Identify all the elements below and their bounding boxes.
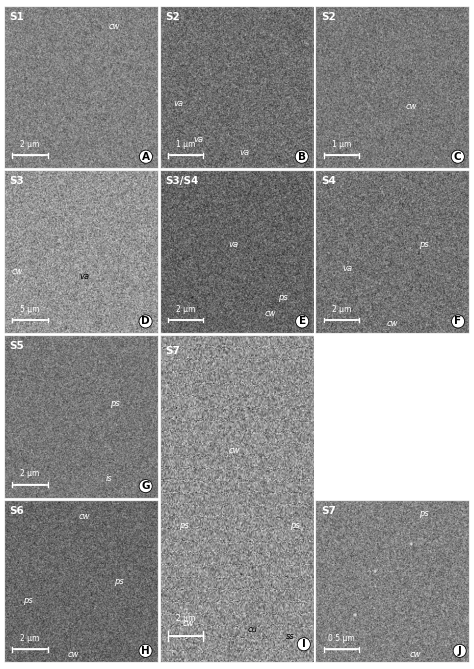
Text: 2 μm: 2 μm [20, 140, 40, 149]
Text: 2 μm: 2 μm [176, 304, 195, 314]
Text: cw: cw [109, 21, 120, 31]
Text: 2 μm: 2 μm [332, 304, 351, 314]
Text: cw: cw [182, 619, 194, 628]
Text: *: * [409, 541, 413, 551]
Text: va: va [174, 99, 184, 108]
Text: D: D [141, 316, 150, 326]
Text: 2 μm: 2 μm [176, 614, 195, 623]
Text: 1 μm: 1 μm [332, 140, 351, 149]
Text: va: va [194, 134, 204, 144]
Text: F: F [455, 316, 462, 326]
Text: cw: cw [265, 309, 276, 318]
Text: va: va [239, 148, 250, 157]
Text: S4: S4 [321, 176, 336, 186]
Text: ps: ps [278, 293, 288, 302]
Text: S2: S2 [165, 11, 180, 21]
Text: J: J [458, 646, 462, 656]
Text: 2 μm: 2 μm [20, 634, 40, 643]
Text: I: I [302, 640, 306, 649]
Text: H: H [141, 646, 150, 656]
Text: *: * [373, 569, 377, 578]
Text: B: B [298, 152, 306, 162]
Text: is: is [105, 474, 112, 483]
Text: S5: S5 [9, 341, 24, 351]
Text: cw: cw [68, 650, 79, 659]
Text: A: A [142, 152, 150, 162]
Text: cw: cw [79, 512, 90, 521]
Text: va: va [229, 240, 239, 249]
Text: 2 μm: 2 μm [20, 469, 40, 478]
Text: *: * [353, 613, 357, 622]
Text: S7: S7 [321, 506, 336, 516]
Text: S6: S6 [9, 506, 24, 516]
Text: ps: ps [23, 597, 33, 605]
Text: cw: cw [410, 650, 421, 659]
Text: 0·5 μm: 0·5 μm [328, 634, 355, 643]
Text: cu: cu [247, 626, 257, 634]
Text: ps: ps [419, 240, 428, 249]
Text: cw: cw [11, 267, 23, 276]
Text: S3/S4: S3/S4 [165, 176, 199, 186]
Text: ps: ps [179, 520, 188, 530]
Text: 5 μm: 5 μm [20, 304, 40, 314]
Text: S1: S1 [9, 11, 24, 21]
Text: ps: ps [290, 520, 300, 530]
Text: S7: S7 [165, 346, 180, 356]
Text: va: va [79, 272, 89, 281]
Text: ps: ps [110, 399, 119, 409]
Text: cw: cw [405, 102, 417, 111]
Text: ss: ss [286, 632, 295, 641]
Text: S2: S2 [321, 11, 336, 21]
Text: cw: cw [228, 446, 240, 455]
Text: E: E [299, 316, 306, 326]
Text: va: va [342, 264, 352, 273]
Text: cw: cw [387, 318, 399, 328]
Text: ps: ps [114, 577, 124, 586]
Text: ps: ps [419, 509, 428, 518]
Text: S3: S3 [9, 176, 24, 186]
Text: 1 μm: 1 μm [176, 140, 195, 149]
Text: C: C [454, 152, 462, 162]
Text: G: G [141, 481, 150, 491]
